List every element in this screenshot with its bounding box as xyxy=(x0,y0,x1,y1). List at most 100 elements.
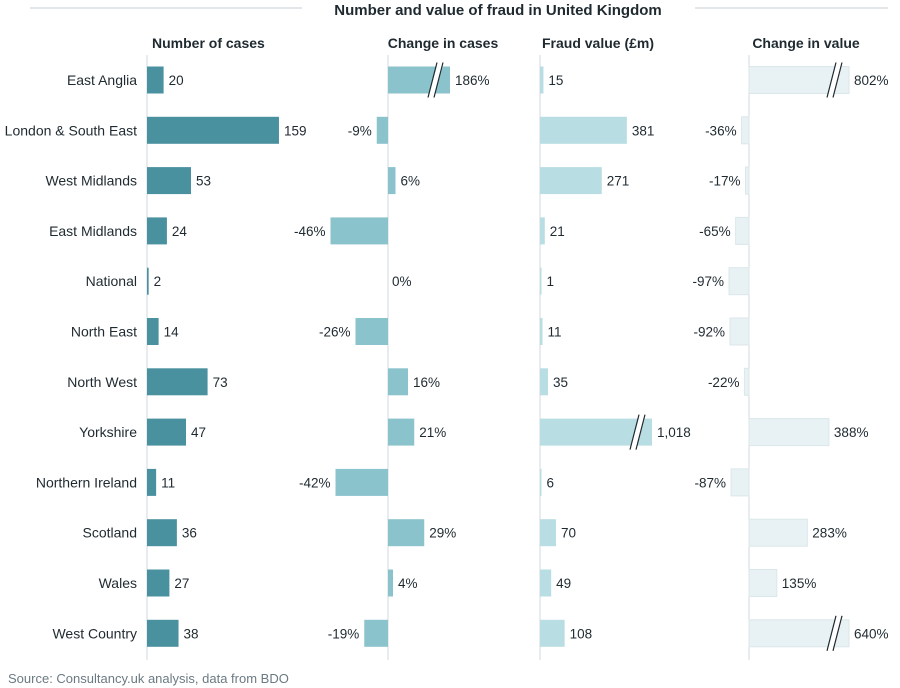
value-label-change-in-value-north-east: -92% xyxy=(694,325,726,340)
axis-break-gap xyxy=(828,618,842,648)
category-label-north-west: North West xyxy=(67,374,137,390)
value-label-number-of-cases-scotland: 36 xyxy=(182,526,197,541)
bar-number-of-cases-north-east xyxy=(147,318,159,345)
bar-change-in-value-national xyxy=(728,267,750,296)
value-label-fraud-value-m-east-midlands: 21 xyxy=(550,224,565,239)
category-label-west-midlands: West Midlands xyxy=(45,173,137,189)
value-label-fraud-value-m-north-west: 35 xyxy=(553,375,568,390)
bar-number-of-cases-yorkshire xyxy=(147,418,187,446)
axis-break-line xyxy=(635,414,646,450)
bar-fraud-value-m-wales xyxy=(540,569,552,597)
axis-break-change-in-cases-east-anglia xyxy=(427,62,444,98)
value-label-number-of-cases-national: 2 xyxy=(154,274,162,289)
axis-break-gap xyxy=(828,65,842,95)
bar-change-in-value-yorkshire xyxy=(748,418,830,447)
bar-change-in-cases-yorkshire xyxy=(388,418,415,446)
bar-change-in-value-north-east xyxy=(729,317,750,346)
bar-number-of-cases-west-midlands xyxy=(147,167,191,195)
axis-break-line xyxy=(427,62,438,98)
value-label-fraud-value-m-northern-ireland: 6 xyxy=(547,475,555,490)
value-label-number-of-cases-northern-ireland: 11 xyxy=(161,475,175,490)
value-label-change-in-cases-yorkshire: 21% xyxy=(419,425,446,440)
value-label-change-in-cases-wales: 4% xyxy=(398,576,418,591)
bar-number-of-cases-northern-ireland xyxy=(147,468,157,496)
value-label-fraud-value-m-wales: 49 xyxy=(556,576,571,591)
bar-change-in-cases-wales xyxy=(388,569,393,597)
value-label-change-in-value-west-midlands: -17% xyxy=(709,174,741,189)
value-label-change-in-value-northern-ireland: -87% xyxy=(695,475,727,490)
bar-change-in-cases-north-west xyxy=(388,368,408,396)
category-label-yorkshire: Yorkshire xyxy=(79,424,137,440)
header-number-of-cases: Number of cases xyxy=(152,35,265,51)
value-label-number-of-cases-west-country: 38 xyxy=(184,626,199,641)
value-label-number-of-cases-west-midlands: 53 xyxy=(196,174,211,189)
bar-change-in-cases-west-country xyxy=(364,619,388,647)
bar-number-of-cases-east-anglia xyxy=(147,66,164,94)
value-label-change-in-cases-scotland: 29% xyxy=(429,526,456,541)
bar-change-in-value-northern-ireland xyxy=(730,468,750,497)
value-label-change-in-value-wales: 135% xyxy=(782,576,817,591)
value-label-change-in-value-east-midlands: -65% xyxy=(699,224,731,239)
value-label-fraud-value-m-scotland: 70 xyxy=(561,526,576,541)
value-label-fraud-value-m-west-midlands: 271 xyxy=(607,174,630,189)
axis-break-fraud-value-m-yorkshire xyxy=(629,414,646,450)
value-label-change-in-value-scotland: 283% xyxy=(812,526,847,541)
value-label-change-in-cases-north-east: -26% xyxy=(319,325,351,340)
bar-fraud-value-m-scotland xyxy=(540,519,556,547)
axis-break-change-in-value-west-country xyxy=(826,615,843,651)
value-label-fraud-value-m-london-south-east: 381 xyxy=(632,123,655,138)
axis-break-line xyxy=(826,615,837,651)
category-label-national: National xyxy=(86,273,137,289)
category-labels: East Anglia London & South East West Midla… xyxy=(5,72,138,641)
value-label-change-in-cases-north-west: 16% xyxy=(413,375,440,390)
value-label-fraud-value-m-north-east: 11 xyxy=(548,325,562,340)
value-label-fraud-value-m-east-anglia: 15 xyxy=(548,73,563,88)
bar-fraud-value-m-east-anglia xyxy=(540,66,544,94)
bar-change-in-cases-london-south-east xyxy=(376,116,388,144)
bar-change-in-cases-scotland xyxy=(388,519,425,547)
category-label-london-south-east: London & South East xyxy=(5,122,137,138)
value-label-number-of-cases-east-midlands: 24 xyxy=(172,224,188,239)
category-label-wales: Wales xyxy=(99,575,137,591)
value-label-fraud-value-m-yorkshire: 1,018 xyxy=(657,425,691,440)
value-label-number-of-cases-yorkshire: 47 xyxy=(191,425,206,440)
bar-fraud-value-m-west-midlands xyxy=(540,167,602,195)
bar-change-in-cases-north-east xyxy=(355,318,388,345)
bar-fraud-value-m-north-east xyxy=(540,318,543,345)
category-label-east-anglia: East Anglia xyxy=(67,72,137,88)
value-label-number-of-cases-wales: 27 xyxy=(174,576,189,591)
bar-change-in-cases-east-midlands xyxy=(330,217,388,245)
value-label-change-in-value-north-west: -22% xyxy=(708,375,740,390)
bar-change-in-cases-west-midlands xyxy=(388,167,396,195)
value-label-change-in-value-national: -97% xyxy=(693,274,725,289)
axis-break-change-in-value-east-anglia xyxy=(826,62,843,98)
axis-break-gap xyxy=(429,65,443,95)
bars-group: 20 159 53 24 2 14 73 47 11 36 27 38 186% -9% 6% -46% 0% -… xyxy=(147,62,889,651)
value-label-change-in-value-london-south-east: -36% xyxy=(705,123,737,138)
header-fraud-value-m: Fraud value (£m) xyxy=(542,35,654,51)
bar-change-in-value-west-midlands xyxy=(744,166,750,195)
value-label-number-of-cases-north-west: 73 xyxy=(213,375,228,390)
value-label-change-in-cases-northern-ireland: -42% xyxy=(299,475,331,490)
bar-fraud-value-m-north-west xyxy=(540,368,548,396)
bar-number-of-cases-national xyxy=(147,267,149,295)
chart-title: Number and value of fraud in United King… xyxy=(334,2,662,19)
value-label-change-in-cases-west-country: -19% xyxy=(328,626,360,641)
category-label-west-country: West Country xyxy=(52,625,137,641)
axis-break-line xyxy=(832,62,843,98)
bar-change-in-value-north-west xyxy=(743,367,750,396)
value-label-change-in-cases-east-anglia: 186% xyxy=(455,73,490,88)
value-label-change-in-cases-national: 0% xyxy=(392,274,412,289)
value-label-change-in-cases-west-midlands: 6% xyxy=(401,174,421,189)
bar-change-in-cases-northern-ireland xyxy=(335,468,388,496)
axis-break-gap xyxy=(631,417,645,447)
value-label-number-of-cases-north-east: 14 xyxy=(164,325,180,340)
axis-break-line xyxy=(826,62,837,98)
category-label-north-east: North East xyxy=(71,324,137,340)
bar-number-of-cases-scotland xyxy=(147,519,177,547)
source-note: Source: Consultancy.uk analysis, data fr… xyxy=(8,671,289,686)
bar-number-of-cases-east-midlands xyxy=(147,217,167,245)
bar-change-in-value-east-midlands xyxy=(735,216,750,245)
